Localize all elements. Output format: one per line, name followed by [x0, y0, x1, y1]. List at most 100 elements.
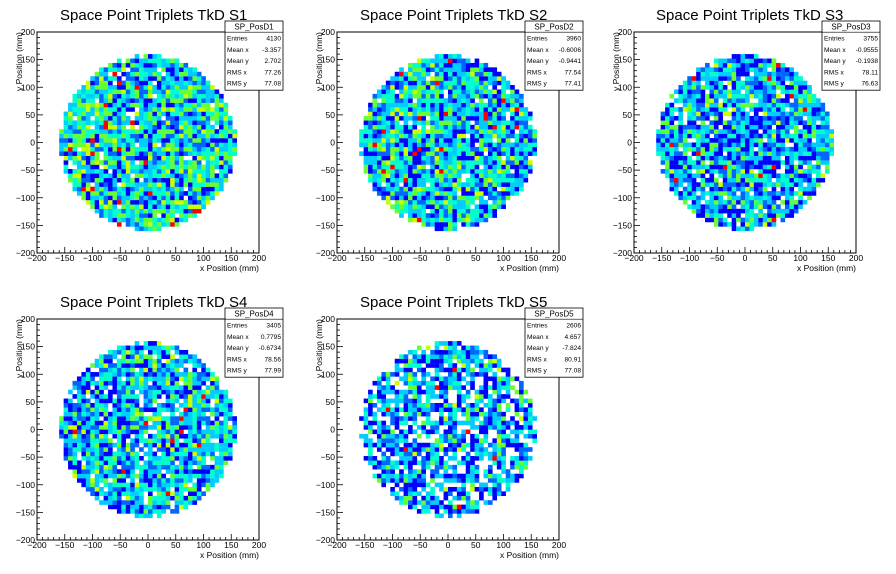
histogram-bin — [179, 425, 184, 430]
histogram-bin — [425, 58, 431, 64]
histogram-bin — [72, 447, 78, 452]
histogram-bin — [81, 164, 87, 170]
histogram-bin — [192, 195, 198, 201]
histogram-bin — [696, 186, 701, 192]
histogram-bin — [85, 107, 91, 112]
histogram-bin — [412, 62, 418, 68]
histogram-bin — [483, 76, 489, 81]
histogram-bin — [156, 372, 162, 377]
histogram-bin — [139, 226, 144, 232]
histogram-bin — [99, 376, 104, 382]
histogram-bin — [148, 486, 153, 492]
histogram-bin — [709, 89, 715, 95]
histogram-bin — [196, 376, 202, 382]
histogram-bin — [174, 217, 180, 223]
histogram-bin — [416, 133, 422, 139]
histogram-bin — [767, 204, 772, 209]
histogram-bin — [210, 107, 215, 112]
histogram-bin — [130, 438, 135, 443]
histogram-bin — [443, 67, 449, 72]
histogram-bin — [439, 160, 444, 165]
histogram-bin — [148, 469, 153, 474]
histogram-bin — [148, 138, 153, 143]
histogram-bin — [705, 98, 710, 103]
histogram-bin — [85, 124, 91, 130]
histogram-bin — [108, 208, 113, 214]
histogram-bin — [161, 155, 166, 161]
histogram-bin — [174, 363, 180, 368]
histogram-bin — [174, 500, 180, 505]
histogram-bin — [90, 486, 95, 492]
histogram-bin — [731, 173, 737, 179]
histogram-bin — [148, 111, 153, 117]
histogram-bin — [170, 478, 175, 483]
histogram-bin — [399, 199, 404, 205]
histogram-bin — [443, 213, 449, 218]
histogram-bin — [125, 146, 131, 152]
histogram-bin — [179, 160, 184, 165]
stats-row-label: RMS x — [527, 69, 547, 76]
histogram-bin — [165, 164, 171, 170]
histogram-bin — [479, 67, 484, 72]
histogram-bin — [483, 80, 489, 86]
histogram-bin — [112, 195, 118, 201]
histogram-bin — [139, 199, 144, 205]
histogram-bin — [148, 58, 153, 64]
histogram-bin — [696, 155, 701, 161]
histogram-bin — [713, 98, 719, 103]
stats-name: SP_PosD1 — [234, 23, 274, 32]
histogram-bin — [196, 442, 202, 448]
histogram-bin — [143, 142, 149, 148]
histogram-bin — [705, 80, 710, 86]
histogram-bin — [108, 473, 113, 479]
histogram-bin — [134, 473, 140, 479]
histogram-bin — [134, 354, 140, 359]
histogram-bin — [76, 138, 82, 143]
histogram-bin — [121, 107, 126, 112]
histogram-bin — [121, 363, 126, 368]
histogram-bin — [780, 217, 786, 223]
histogram-bin — [780, 146, 786, 152]
histogram-bin — [660, 155, 666, 161]
histogram-bin — [134, 182, 140, 187]
histogram-bin — [727, 120, 732, 126]
histogram-bin — [174, 407, 180, 413]
histogram-bin — [510, 115, 515, 121]
histogram-bin — [223, 115, 229, 121]
histogram-bin — [771, 217, 777, 223]
histogram-bin — [165, 420, 171, 426]
histogram-bin — [771, 204, 777, 209]
histogram-bin — [112, 71, 118, 77]
histogram-bin — [112, 402, 118, 408]
histogram-bin — [90, 464, 95, 470]
histogram-bin — [470, 85, 475, 90]
histogram-bin — [156, 129, 162, 134]
histogram-bin — [496, 107, 502, 112]
histogram-bin — [501, 102, 506, 108]
histogram-bin — [390, 111, 395, 117]
histogram-bin — [501, 182, 506, 187]
histogram-bin — [143, 191, 149, 196]
histogram-bin — [183, 416, 189, 421]
histogram-bin — [161, 191, 166, 196]
histogram-bin — [731, 217, 737, 223]
histogram-bin — [421, 129, 426, 134]
histogram-bin — [183, 71, 189, 77]
histogram-bin — [103, 402, 109, 408]
histogram-bin — [112, 213, 118, 218]
histogram-bin — [443, 222, 449, 227]
histogram-bin — [183, 133, 189, 139]
histogram-bin — [456, 107, 462, 112]
histogram-bin — [811, 98, 817, 103]
histogram-bin — [425, 142, 431, 148]
histogram-bin — [421, 67, 426, 72]
histogram-bin — [731, 204, 737, 209]
histogram-bin — [76, 464, 82, 470]
histogram-bin — [99, 407, 104, 413]
histogram-bin — [390, 151, 395, 156]
histogram-bin — [99, 98, 104, 103]
histogram-bin — [687, 102, 692, 108]
histogram-bin — [709, 93, 715, 99]
histogram-bin — [492, 208, 498, 214]
histogram-bin — [192, 442, 198, 448]
